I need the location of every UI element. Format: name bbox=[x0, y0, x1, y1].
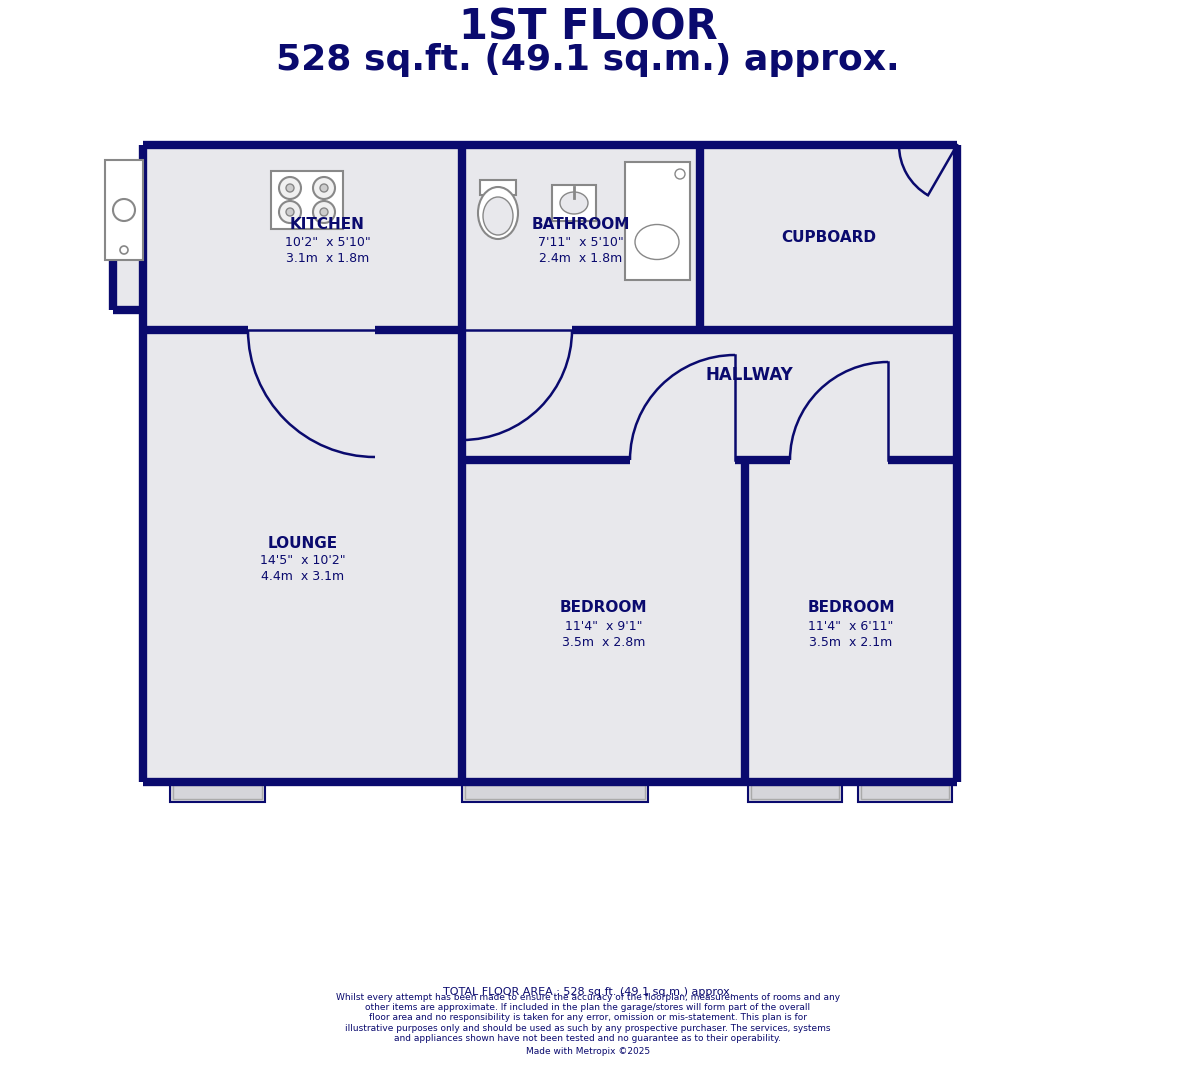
Circle shape bbox=[286, 184, 294, 192]
Text: Made with Metropix ©2025: Made with Metropix ©2025 bbox=[526, 1048, 650, 1056]
Text: 14'5"  x 10'2": 14'5" x 10'2" bbox=[260, 554, 345, 567]
Bar bbox=[463, 782, 649, 802]
Text: 2.4m  x 1.8m: 2.4m x 1.8m bbox=[539, 252, 623, 265]
Bar bbox=[749, 782, 842, 802]
Bar bbox=[463, 145, 700, 330]
Bar bbox=[169, 782, 265, 802]
Circle shape bbox=[313, 201, 335, 222]
Bar bbox=[552, 185, 596, 221]
Bar bbox=[142, 145, 463, 330]
Circle shape bbox=[320, 208, 328, 216]
Text: 1ST FLOOR: 1ST FLOOR bbox=[459, 6, 717, 49]
Circle shape bbox=[313, 177, 335, 199]
Bar bbox=[862, 785, 949, 799]
Text: 7'11"  x 5'10": 7'11" x 5'10" bbox=[538, 237, 624, 249]
Text: 11'4"  x 6'11": 11'4" x 6'11" bbox=[809, 620, 893, 633]
Ellipse shape bbox=[483, 197, 513, 235]
Bar bbox=[745, 460, 957, 782]
Text: TOTAL FLOOR AREA : 528 sq.ft. (49.1 sq.m.) approx.: TOTAL FLOOR AREA : 528 sq.ft. (49.1 sq.m… bbox=[443, 987, 733, 997]
Bar bbox=[173, 785, 262, 799]
Text: LOUNGE: LOUNGE bbox=[267, 536, 338, 551]
Bar bbox=[858, 782, 952, 802]
Text: 11'4"  x 9'1": 11'4" x 9'1" bbox=[565, 620, 643, 633]
Bar bbox=[105, 160, 142, 260]
Ellipse shape bbox=[478, 187, 518, 239]
Text: CUPBOARD: CUPBOARD bbox=[782, 230, 876, 245]
Text: 3.5m  x 2.1m: 3.5m x 2.1m bbox=[810, 635, 892, 648]
Bar bbox=[480, 180, 516, 195]
Bar bbox=[700, 145, 957, 330]
Text: 4.4m  x 3.1m: 4.4m x 3.1m bbox=[261, 570, 344, 583]
Text: 3.5m  x 2.8m: 3.5m x 2.8m bbox=[561, 635, 645, 648]
Bar bbox=[113, 215, 142, 310]
Bar bbox=[465, 785, 645, 799]
Bar bbox=[463, 460, 745, 782]
Text: HALLWAY: HALLWAY bbox=[706, 366, 793, 384]
Circle shape bbox=[279, 177, 301, 199]
Text: BEDROOM: BEDROOM bbox=[807, 600, 895, 616]
Text: BATHROOM: BATHROOM bbox=[532, 217, 630, 232]
Text: 3.1m  x 1.8m: 3.1m x 1.8m bbox=[286, 252, 370, 265]
Text: BEDROOM: BEDROOM bbox=[560, 600, 647, 616]
Text: Whilst every attempt has been made to ensure the accuracy of the floorplan, meas: Whilst every attempt has been made to en… bbox=[335, 993, 840, 1043]
Bar bbox=[625, 162, 690, 280]
Bar bbox=[463, 330, 957, 460]
Bar bbox=[142, 330, 463, 782]
Bar bbox=[751, 785, 839, 799]
Ellipse shape bbox=[560, 192, 588, 214]
Circle shape bbox=[286, 208, 294, 216]
Circle shape bbox=[279, 201, 301, 222]
Text: KITCHEN: KITCHEN bbox=[290, 217, 365, 232]
Text: 528 sq.ft. (49.1 sq.m.) approx.: 528 sq.ft. (49.1 sq.m.) approx. bbox=[277, 43, 899, 77]
Bar bbox=[271, 171, 343, 229]
Circle shape bbox=[320, 184, 328, 192]
Text: 10'2"  x 5'10": 10'2" x 5'10" bbox=[285, 237, 371, 249]
